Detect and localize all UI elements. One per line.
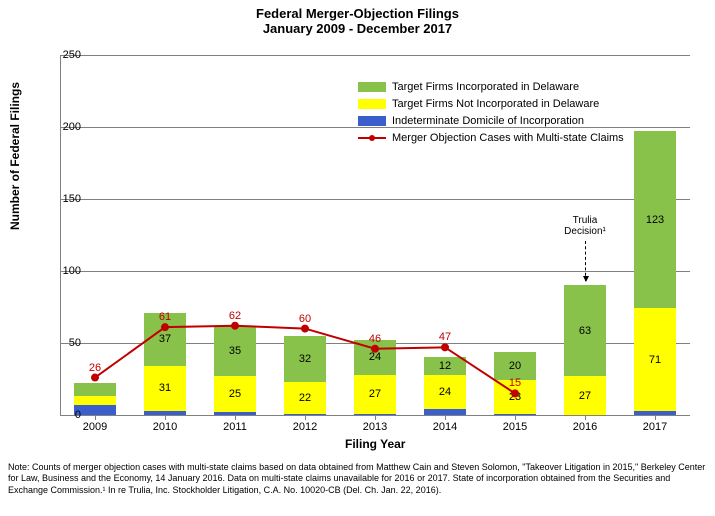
bar-value-label: 31 xyxy=(159,382,171,394)
legend-item: Indeterminate Domicile of Incorporation xyxy=(358,114,624,128)
chart-container: { "title_line1": "Federal Merger-Objecti… xyxy=(0,0,715,516)
bar-value-label: 25 xyxy=(229,388,241,400)
annotation-arrow xyxy=(585,241,587,281)
bar-delaware xyxy=(74,383,116,396)
x-tick-label: 2011 xyxy=(223,421,247,433)
legend-label: Merger Objection Cases with Multi-state … xyxy=(392,132,624,144)
bar-value-label: 24 xyxy=(369,351,381,363)
x-tick-label: 2010 xyxy=(153,421,177,433)
bar-value-label: 12 xyxy=(439,360,451,372)
legend-label: Target Firms Incorporated in Delaware xyxy=(392,81,579,93)
y-axis-label: Number of Federal Filings xyxy=(8,82,22,230)
bar-value-label: 32 xyxy=(299,353,311,365)
bar-value-label: 27 xyxy=(369,388,381,400)
bar-value-label: 24 xyxy=(439,386,451,398)
legend-swatch xyxy=(358,116,386,126)
plot-area: 2009313720102535201122322012272420132412… xyxy=(60,55,690,445)
line-value-label: 15 xyxy=(509,377,521,389)
line-value-label: 46 xyxy=(369,333,381,345)
x-tick-label: 2012 xyxy=(293,421,317,433)
bar-value-label: 37 xyxy=(159,333,171,345)
annotation-text: Trulia xyxy=(561,215,609,226)
chart-footnote: Note: Counts of merger objection cases w… xyxy=(8,462,707,496)
y-tick-label: 100 xyxy=(51,265,81,277)
bar-not_delaware xyxy=(74,396,116,405)
bar-value-label: 22 xyxy=(299,392,311,404)
y-tick-label: 200 xyxy=(51,121,81,133)
y-tick-label: 150 xyxy=(51,193,81,205)
x-tick-label: 2014 xyxy=(433,421,457,433)
x-tick-label: 2017 xyxy=(643,421,667,433)
legend-item: Target Firms Not Incorporated in Delawar… xyxy=(358,97,624,111)
legend: Target Firms Incorporated in Delaware Tar… xyxy=(358,80,624,148)
legend-line-swatch xyxy=(358,133,386,143)
y-tick-label: 0 xyxy=(51,409,81,421)
x-tick-label: 2013 xyxy=(363,421,387,433)
x-tick-label: 2009 xyxy=(83,421,107,433)
gridline xyxy=(60,199,690,200)
bar-value-label: 27 xyxy=(579,390,591,402)
chart-title-line1: Federal Merger-Objection Filings xyxy=(0,0,715,21)
x-tick-label: 2015 xyxy=(503,421,527,433)
legend-label: Target Firms Not Incorporated in Delawar… xyxy=(392,98,599,110)
bar-value-label: 20 xyxy=(509,360,521,372)
bar-value-label: 71 xyxy=(649,354,661,366)
y-tick-label: 250 xyxy=(51,49,81,61)
gridline xyxy=(60,271,690,272)
legend-swatch xyxy=(358,82,386,92)
legend-item: Merger Objection Cases with Multi-state … xyxy=(358,131,624,145)
legend-label: Indeterminate Domicile of Incorporation xyxy=(392,115,584,127)
legend-swatch xyxy=(358,99,386,109)
line-value-label: 62 xyxy=(229,310,241,322)
bar-value-label: 63 xyxy=(579,325,591,337)
line-value-label: 47 xyxy=(439,331,451,343)
x-axis-label: Filing Year xyxy=(345,437,405,451)
line-value-label: 26 xyxy=(89,362,101,374)
line-value-label: 61 xyxy=(159,311,171,323)
gridline xyxy=(60,55,690,56)
bar-value-label: 35 xyxy=(229,345,241,357)
chart-title-line2: January 2009 - December 2017 xyxy=(0,21,715,36)
bar-value-label: 123 xyxy=(646,214,664,226)
bar-value-label: 23 xyxy=(509,391,521,403)
legend-item: Target Firms Incorporated in Delaware xyxy=(358,80,624,94)
annotation: TruliaDecision¹ xyxy=(561,215,609,237)
annotation-text: Decision¹ xyxy=(561,226,609,237)
y-tick-label: 50 xyxy=(51,337,81,349)
line-value-label: 60 xyxy=(299,313,311,325)
x-tick-label: 2016 xyxy=(573,421,597,433)
